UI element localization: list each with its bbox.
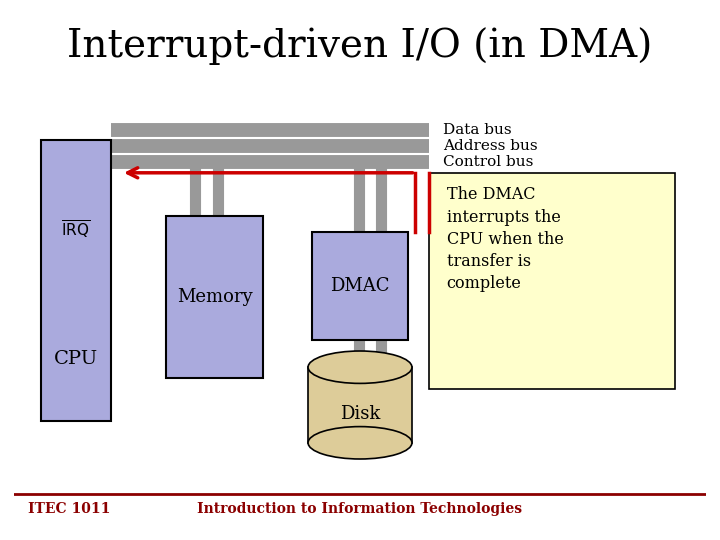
Bar [308, 367, 412, 443]
Text: DMAC: DMAC [330, 277, 390, 295]
Text: The DMAC
interrupts the
CPU when the
transfer is
complete: The DMAC interrupts the CPU when the tra… [446, 186, 564, 292]
Text: Data bus: Data bus [443, 123, 512, 137]
Text: Interrupt-driven I/O (in DMA): Interrupt-driven I/O (in DMA) [67, 27, 653, 65]
Text: Address bus: Address bus [443, 139, 538, 153]
Text: CPU: CPU [54, 350, 98, 368]
Ellipse shape [308, 351, 412, 383]
Text: $\overline{\rm IRQ}$: $\overline{\rm IRQ}$ [61, 219, 91, 241]
Text: Introduction to Information Technologies: Introduction to Information Technologies [197, 502, 523, 516]
Bar [312, 232, 408, 340]
Text: Disk: Disk [340, 405, 380, 423]
Ellipse shape [308, 427, 412, 459]
Bar [166, 216, 263, 378]
Bar [41, 140, 111, 421]
Text: ITEC 1011: ITEC 1011 [27, 502, 110, 516]
Text: Control bus: Control bus [443, 155, 534, 169]
Bar [429, 173, 675, 389]
Text: Memory: Memory [176, 288, 253, 306]
